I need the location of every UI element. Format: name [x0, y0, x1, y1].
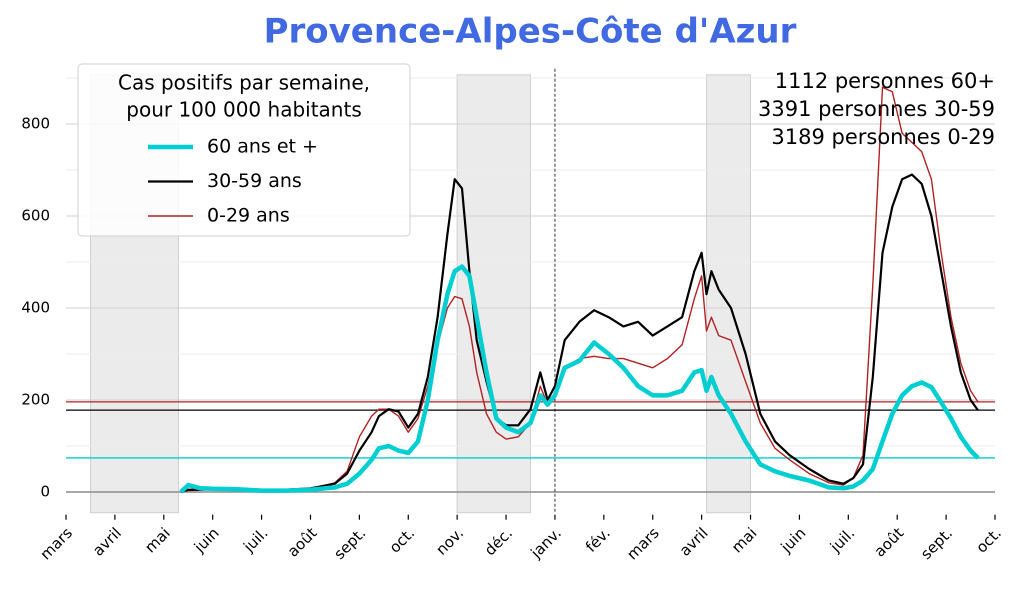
- x-tick-label: juil.: [239, 524, 271, 556]
- x-tick-label: fév.: [582, 524, 614, 556]
- shaded-period: [706, 74, 752, 514]
- x-tick-label: juil.: [826, 524, 858, 556]
- x-tick-label: avril: [676, 524, 712, 560]
- series-line: [180, 173, 979, 494]
- x-tick-label: août: [871, 524, 908, 561]
- x-tick-label: oct.: [386, 524, 419, 557]
- legend-title: pour 100 000 habitants: [126, 98, 361, 122]
- x-tick-label: sept.: [917, 524, 956, 563]
- shaded-period: [456, 74, 531, 514]
- legend-box: [77, 63, 411, 237]
- x-tick-label: sept.: [330, 524, 369, 563]
- x-tick-label: mars: [623, 524, 663, 564]
- annotation: 3189 personnes 0-29: [771, 125, 995, 149]
- y-tick-label: 0: [40, 483, 50, 501]
- series-line: [180, 86, 979, 493]
- x-tick-label: nov.: [432, 524, 467, 559]
- x-tick-label: mai: [728, 524, 761, 557]
- y-tick-label: 200: [21, 391, 50, 409]
- annotation: 1112 personnes 60+: [775, 69, 995, 93]
- x-tick-label: juin: [777, 524, 810, 557]
- y-tick-label: 400: [21, 299, 50, 317]
- x-tick-label: mars: [37, 524, 77, 564]
- legend-label: 30-59 ans: [207, 170, 302, 192]
- x-tick-label: janv.: [527, 524, 565, 562]
- x-tick-label: déc.: [481, 524, 516, 559]
- legend-label: 0-29 ans: [207, 205, 290, 227]
- series-line: [179, 264, 980, 494]
- legend-label: 60 ans et +: [207, 136, 318, 158]
- x-tick-label: avril: [89, 524, 125, 560]
- annotation: 3391 personnes 30-59: [758, 97, 995, 121]
- x-tick-label: oct.: [972, 524, 1005, 557]
- legend-title: Cas positifs par semaine,: [118, 71, 370, 95]
- y-tick-label: 800: [21, 115, 50, 133]
- y-tick-label: 600: [21, 207, 50, 225]
- x-tick-label: août: [284, 524, 321, 561]
- chart-title: Provence-Alpes-Côte d'Azur: [264, 12, 797, 52]
- x-tick-label: juin: [190, 524, 223, 557]
- x-tick-label: mai: [141, 524, 174, 557]
